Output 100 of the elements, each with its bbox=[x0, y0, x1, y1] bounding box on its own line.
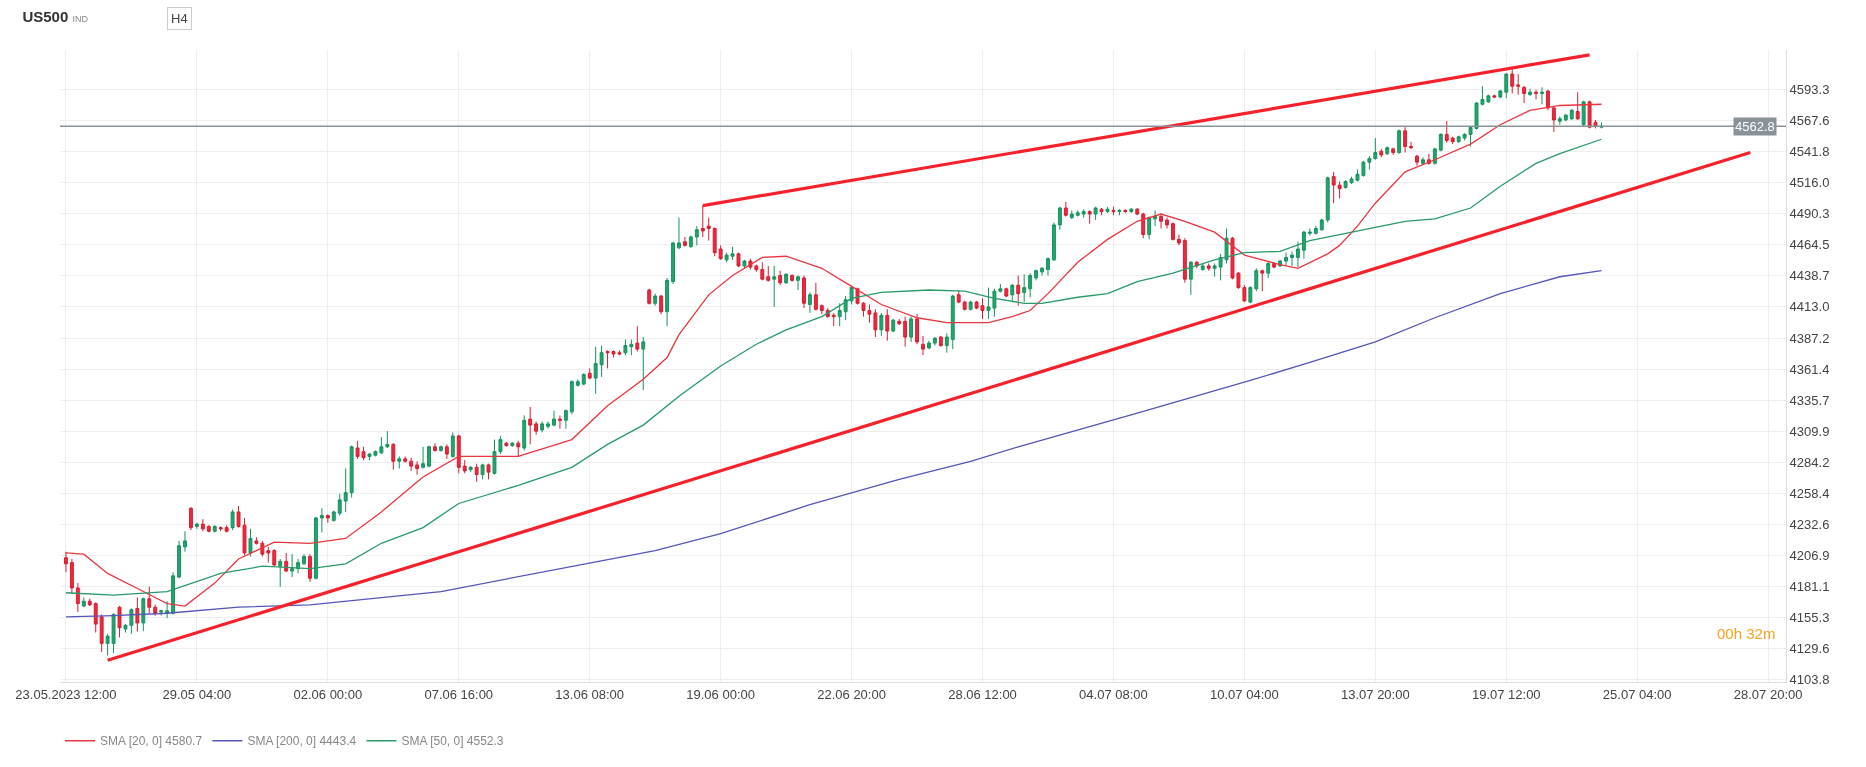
y-tick-label: 4464.5 bbox=[1789, 237, 1830, 253]
candlestick bbox=[1403, 126, 1408, 154]
y-tick-label: 4155.3 bbox=[1789, 610, 1830, 626]
candlestick bbox=[296, 558, 301, 574]
candlestick bbox=[557, 414, 562, 430]
candlestick bbox=[540, 420, 545, 433]
candlestick bbox=[950, 294, 955, 350]
candlestick bbox=[397, 455, 402, 470]
candlestick bbox=[1153, 209, 1158, 227]
candlestick bbox=[421, 446, 426, 470]
y-tick-label: 4541.8 bbox=[1789, 144, 1830, 160]
y-tick-label: 4593.3 bbox=[1789, 81, 1830, 97]
candlestick bbox=[677, 217, 681, 250]
candlestick bbox=[688, 235, 693, 249]
candlestick bbox=[206, 524, 211, 533]
candlestick bbox=[69, 558, 74, 595]
y-tick-label: 4181.1 bbox=[1789, 579, 1830, 595]
candlestick bbox=[1296, 241, 1300, 268]
candlestick bbox=[1046, 256, 1050, 277]
candlestick bbox=[212, 524, 217, 533]
candlestick bbox=[188, 506, 193, 531]
y-tick-label: 4335.7 bbox=[1789, 392, 1830, 408]
candlestick bbox=[486, 463, 491, 480]
candlestick bbox=[391, 442, 396, 471]
candlestick bbox=[712, 226, 717, 257]
candlestick bbox=[932, 336, 937, 346]
candlestick bbox=[1498, 89, 1503, 99]
candlestick bbox=[1415, 154, 1419, 167]
candlestick bbox=[1516, 73, 1521, 96]
candlestick bbox=[1081, 208, 1086, 219]
candlestick bbox=[1557, 115, 1562, 126]
candlestick bbox=[1540, 86, 1544, 105]
candlestick bbox=[926, 340, 931, 350]
candlestick bbox=[700, 205, 705, 238]
candlestick bbox=[885, 308, 890, 342]
candlestick bbox=[290, 553, 295, 578]
candlestick bbox=[956, 289, 961, 304]
candlestick bbox=[1010, 283, 1015, 302]
candlestick bbox=[230, 509, 235, 531]
candlestick bbox=[1165, 217, 1169, 229]
candlestick bbox=[1545, 89, 1550, 111]
y-tick-label: 4129.6 bbox=[1789, 641, 1830, 657]
candlestick bbox=[474, 463, 479, 483]
candlestick bbox=[593, 346, 598, 395]
x-tick-label: 28.06 12:00 bbox=[948, 686, 1017, 702]
candlestick bbox=[1022, 273, 1027, 303]
candlestick bbox=[581, 372, 586, 386]
candlestick bbox=[552, 410, 556, 427]
candlestick bbox=[903, 316, 908, 348]
x-tick-label: 22.06 20:00 bbox=[817, 686, 886, 702]
candlestick bbox=[1313, 225, 1318, 236]
y-tick-label: 4206.9 bbox=[1789, 548, 1830, 564]
candlestick bbox=[480, 463, 485, 480]
candlestick bbox=[194, 522, 199, 530]
candlestick bbox=[409, 457, 414, 472]
candlestick bbox=[1069, 209, 1074, 220]
candlestick bbox=[1117, 208, 1122, 216]
candlestick bbox=[1188, 260, 1193, 296]
candlestick bbox=[159, 609, 164, 617]
candlestick bbox=[183, 530, 187, 553]
candlestick bbox=[528, 406, 533, 445]
candlestick bbox=[831, 312, 836, 327]
candlestick bbox=[790, 273, 795, 283]
candlestick bbox=[879, 312, 884, 337]
candlestick bbox=[1087, 211, 1092, 225]
candlestick bbox=[1325, 176, 1330, 223]
candlestick bbox=[1504, 72, 1509, 99]
y-tick-label: 4490.3 bbox=[1789, 206, 1830, 222]
candlestick bbox=[284, 552, 289, 573]
candlestick bbox=[1254, 267, 1259, 292]
candlestick bbox=[266, 546, 271, 564]
candlestick bbox=[843, 295, 848, 321]
x-tick-label: 19.07 12:00 bbox=[1471, 686, 1541, 702]
candlestick bbox=[1260, 270, 1265, 292]
candlestick bbox=[1337, 180, 1342, 199]
candlestick bbox=[1373, 137, 1378, 161]
candlestick bbox=[819, 303, 824, 315]
candlestick bbox=[921, 335, 925, 356]
candlestick bbox=[891, 318, 896, 333]
candlestick bbox=[647, 288, 652, 305]
candlestick bbox=[1004, 287, 1009, 298]
candlestick bbox=[1397, 129, 1402, 155]
candlestick bbox=[694, 225, 699, 246]
candlestick bbox=[87, 598, 92, 607]
candlestick bbox=[962, 300, 967, 312]
candlestick bbox=[1075, 209, 1080, 216]
candlestick bbox=[1034, 269, 1039, 281]
candlestick bbox=[224, 524, 229, 533]
x-tick-label: 19.06 00:00 bbox=[686, 686, 755, 702]
candlestick bbox=[1141, 212, 1146, 239]
y-tick-label: 4232.6 bbox=[1789, 517, 1830, 533]
x-tick-label: 13.06 08:00 bbox=[555, 686, 625, 702]
candlestick bbox=[218, 525, 223, 532]
y-tick-label: 4258.4 bbox=[1789, 485, 1830, 501]
candlestick bbox=[1290, 250, 1294, 267]
candlestick bbox=[1319, 218, 1324, 232]
candlestick bbox=[659, 294, 664, 315]
y-tick-label: 4516.0 bbox=[1789, 175, 1830, 191]
candlestick bbox=[1444, 120, 1449, 144]
legend-label: SMA [20, 0] 4580.7 bbox=[100, 734, 203, 749]
